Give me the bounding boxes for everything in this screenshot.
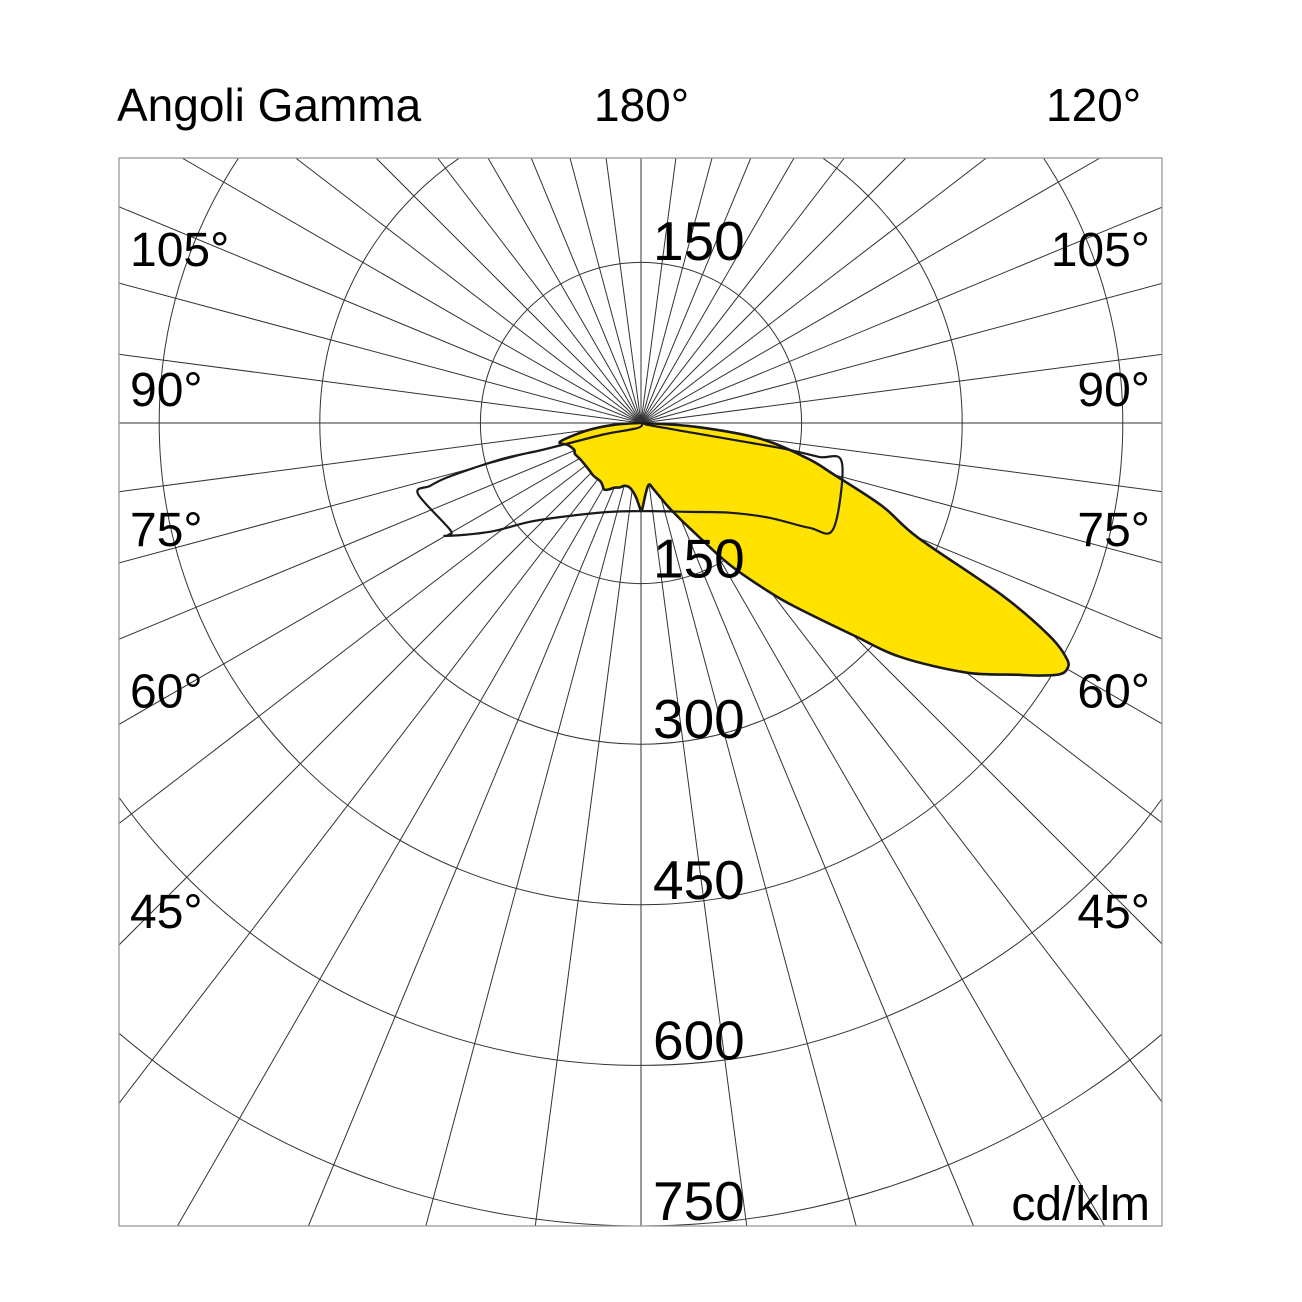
svg-text:90°: 90° [130, 364, 203, 417]
svg-text:450: 450 [653, 849, 745, 911]
svg-text:75°: 75° [130, 504, 203, 557]
svg-text:45°: 45° [1077, 886, 1150, 939]
svg-text:60°: 60° [1077, 665, 1150, 718]
svg-text:90°: 90° [1077, 364, 1150, 417]
svg-text:300: 300 [653, 688, 745, 750]
svg-text:105°: 105° [130, 224, 229, 277]
svg-text:60°: 60° [130, 665, 203, 718]
svg-text:cd/klm: cd/klm [1011, 1178, 1150, 1231]
svg-text:45°: 45° [130, 886, 203, 939]
svg-text:150: 150 [653, 210, 745, 272]
svg-text:120°: 120° [1046, 79, 1141, 131]
svg-text:180°: 180° [594, 79, 689, 131]
svg-text:600: 600 [653, 1009, 745, 1071]
svg-text:Angoli Gamma: Angoli Gamma [117, 79, 422, 131]
svg-text:750: 750 [653, 1170, 745, 1232]
svg-text:105°: 105° [1051, 224, 1150, 277]
svg-text:75°: 75° [1077, 504, 1150, 557]
svg-text:150: 150 [653, 528, 745, 590]
